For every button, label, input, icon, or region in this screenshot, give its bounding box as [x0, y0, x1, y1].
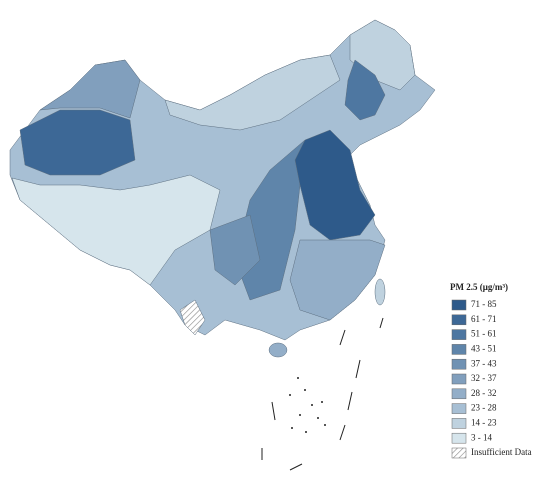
region-plain [294, 129, 376, 241]
legend-label: 37 - 43 [471, 358, 497, 368]
legend-swatch [451, 388, 467, 400]
china-map [9, 19, 436, 471]
legend-swatch [451, 329, 467, 340]
legend-swatch [451, 432, 467, 444]
region-no-data [179, 299, 206, 336]
legend-label: 14 - 23 [471, 417, 497, 427]
legend-swatch [451, 299, 467, 311]
legend-label: 43 - 51 [471, 343, 497, 353]
legend-label: 32 - 37 [471, 373, 497, 383]
legend-swatch [451, 418, 467, 429]
region-northwest-north [39, 59, 141, 119]
legend: PM 2.5 (μg/m³) 71 - 85 61 - 71 51 - 61 43 -… [450, 282, 532, 459]
region-northeast [344, 59, 386, 121]
legend-label: Insufficient Data [471, 447, 532, 457]
sea-boundary [261, 317, 384, 471]
legend-swatch [451, 447, 467, 459]
region-northwest-south [19, 109, 136, 176]
legend-label: 61 - 71 [471, 314, 497, 324]
region-southeast [289, 239, 386, 321]
legend-label: 51 - 61 [471, 329, 497, 339]
region-west [11, 174, 221, 286]
island-taiwan [374, 278, 386, 306]
legend-title: PM 2.5 (μg/m³) [450, 282, 508, 292]
legend-label: 23 - 28 [471, 403, 497, 413]
legend-swatch [451, 314, 467, 326]
island-hainan [268, 342, 288, 358]
legend-swatch [451, 403, 467, 414]
legend-swatch [451, 373, 467, 385]
region-basin [209, 214, 261, 286]
legend-label: 28 - 32 [471, 388, 497, 398]
legend-label: 71 - 85 [471, 299, 497, 309]
legend-swatch [451, 344, 467, 355]
legend-swatch [451, 358, 467, 370]
region-north [164, 54, 341, 131]
legend-label: 3 - 14 [471, 432, 492, 442]
